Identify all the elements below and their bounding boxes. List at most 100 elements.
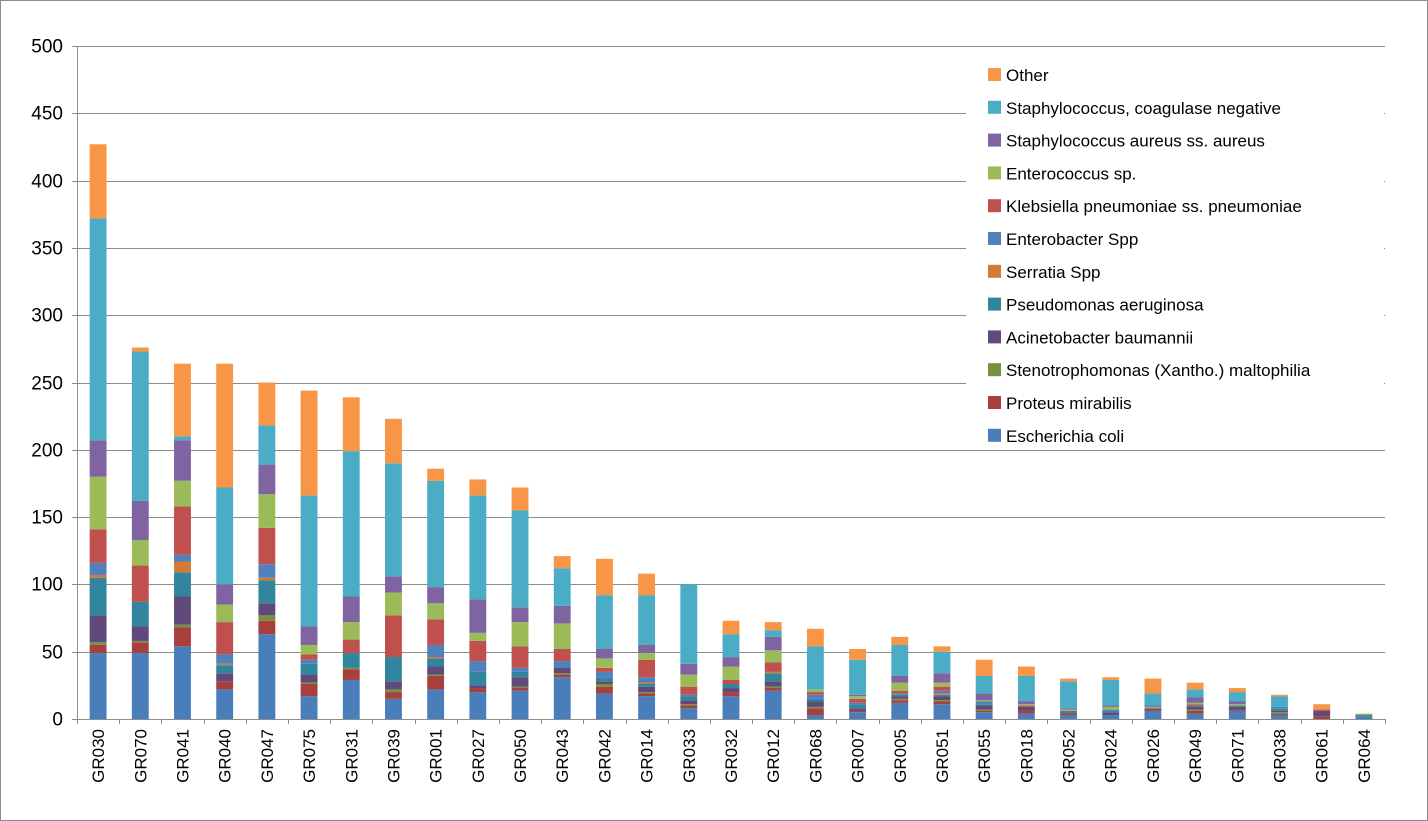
bar-segment: [680, 704, 698, 706]
y-tick-label: 250: [31, 374, 63, 395]
bar-segment: [680, 694, 698, 697]
bar-segment: [342, 596, 360, 623]
bar-segment: [174, 436, 191, 441]
bar-segment: [553, 667, 571, 674]
bar-segment: [131, 347, 149, 352]
bar-stack-GR055: [975, 659, 993, 719]
bar-segment: [469, 688, 487, 693]
bar-segment: [849, 659, 867, 695]
legend-swatch: [988, 133, 1001, 147]
bar-segment: [595, 667, 613, 672]
bar-segment: [511, 677, 529, 687]
bar-segment: [1060, 710, 1077, 713]
bar-segment: [849, 702, 867, 705]
bar-segment: [174, 561, 191, 573]
bar-segment: [216, 689, 234, 719]
legend-swatch: [988, 396, 1001, 409]
x-tick-label: GR068: [806, 729, 825, 783]
bar-segment: [216, 622, 234, 655]
x-tick-label: GR030: [89, 729, 108, 783]
bar-segment: [89, 476, 107, 530]
bar-segment: [553, 673, 571, 675]
bar-segment: [89, 577, 107, 616]
bar-segment: [131, 601, 149, 627]
bar-segment: [806, 706, 824, 709]
bar-segment: [553, 623, 571, 650]
bar-segment: [849, 649, 867, 660]
bar-segment: [1186, 702, 1204, 705]
bar-segment: [933, 682, 951, 687]
x-tick-label: GR075: [300, 729, 319, 783]
bar-segment: [89, 642, 107, 645]
bar-segment: [1017, 701, 1035, 705]
bar-segment: [680, 584, 698, 664]
bar-segment: [975, 700, 993, 702]
bar-stack-GR068: [806, 628, 824, 719]
bar-segment: [975, 693, 993, 701]
bar-segment: [933, 700, 951, 702]
bar-segment: [427, 587, 445, 604]
bar-segment: [1102, 706, 1120, 710]
bar-segment: [1102, 714, 1120, 719]
bar-segment: [595, 595, 613, 650]
bar-stack-GR043: [553, 556, 571, 719]
bar-segment: [1355, 713, 1373, 715]
bar-stack-GR051: [933, 646, 951, 719]
x-tick-label: GR018: [1017, 729, 1036, 783]
bar-segment: [1271, 706, 1288, 709]
bar-segment: [174, 572, 191, 597]
bar-stack-GR041: [174, 363, 191, 719]
bar-segment: [174, 363, 191, 437]
bar-segment: [511, 688, 529, 691]
bar-segment: [300, 684, 318, 697]
bar-segment: [806, 701, 824, 707]
bar-segment: [595, 558, 613, 596]
x-tick-label: GR033: [680, 729, 699, 783]
legend-swatch: [988, 330, 1001, 344]
bar-segment: [806, 698, 824, 702]
bar-segment: [975, 675, 993, 694]
bar-segment: [342, 669, 360, 680]
bar-segment: [595, 658, 613, 668]
bar-stack-GR040: [216, 363, 234, 719]
bar-segment: [891, 690, 909, 694]
bar-segment: [1017, 705, 1035, 707]
bar-segment: [427, 666, 445, 675]
legend-swatch: [988, 232, 1001, 245]
bar-segment: [385, 657, 402, 682]
x-tick-label: GR047: [258, 729, 277, 783]
bar-segment: [806, 628, 824, 647]
bar-segment: [1017, 713, 1035, 719]
bar-segment: [131, 539, 149, 566]
bar-segment: [300, 654, 318, 660]
bar-segment: [1186, 704, 1204, 706]
x-tick-label: GR038: [1271, 729, 1290, 783]
y-tick-label: 200: [31, 441, 63, 462]
bar-segment: [216, 604, 234, 623]
bar-stack-GR027: [469, 479, 487, 719]
bar-segment: [1060, 714, 1077, 719]
bar-segment: [300, 495, 318, 627]
bar-segment: [891, 694, 909, 697]
bar-segment: [258, 425, 276, 465]
bar-segment: [89, 440, 107, 477]
bar-segment: [933, 701, 951, 705]
legend-label: Enterococcus sp.: [1006, 164, 1136, 183]
y-tick-label: 350: [31, 239, 63, 260]
bar-segment: [891, 696, 909, 699]
bar-segment: [1144, 706, 1162, 709]
x-tick-label: GR039: [384, 729, 403, 783]
y-axis: 0 50 100 150 200 250 300 350 400 450 500: [31, 37, 78, 731]
bar-segment: [1144, 678, 1162, 694]
bar-segment: [427, 675, 445, 690]
bar-segment: [427, 674, 445, 676]
bar-segment: [1271, 713, 1288, 715]
x-tick-label: GR043: [553, 729, 572, 783]
bar-segment: [933, 693, 951, 695]
bar-segment: [806, 692, 824, 695]
bar-stack-GR026: [1144, 678, 1162, 719]
bar-segment: [1102, 705, 1120, 707]
legend-swatch: [988, 363, 1001, 377]
y-tick-label: 450: [31, 104, 63, 125]
